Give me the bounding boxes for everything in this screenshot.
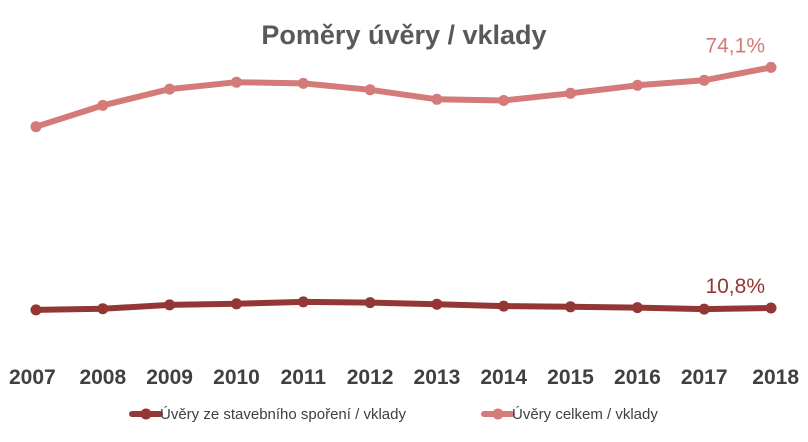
- data-point[interactable]: [498, 300, 510, 312]
- data-point[interactable]: [498, 95, 510, 106]
- series-layer: 10,8% 74,1%: [30, 34, 777, 316]
- series-2-line: [33, 64, 774, 130]
- legend: Úvěry ze stavebního spoření / vklady Úvě…: [129, 406, 658, 423]
- data-point[interactable]: [30, 121, 42, 133]
- x-tick-label: 2013: [414, 366, 461, 389]
- legend-swatch-marker: [492, 408, 504, 420]
- x-tick-label: 2018: [752, 366, 799, 389]
- data-label: 74,1%: [705, 34, 765, 57]
- data-point[interactable]: [231, 298, 242, 310]
- legend-item-2[interactable]: Úvěry celkem / vklady: [481, 406, 658, 423]
- data-point[interactable]: [97, 99, 109, 111]
- legend-swatch-marker: [140, 408, 152, 420]
- data-point[interactable]: [631, 302, 643, 314]
- x-tick-label: 2012: [347, 366, 394, 389]
- x-tick-label: 2010: [213, 366, 260, 389]
- data-point[interactable]: [565, 301, 576, 313]
- legend-item-1[interactable]: Úvěry ze stavebního spoření / vklady: [129, 406, 406, 423]
- x-tick-label: 2015: [547, 366, 594, 389]
- data-point[interactable]: [297, 296, 309, 308]
- x-tick-label: 2007: [9, 366, 56, 389]
- data-point[interactable]: [631, 79, 643, 91]
- chart-title: Poměry úvěry / vklady: [261, 20, 546, 50]
- data-point[interactable]: [164, 299, 176, 311]
- x-tick-label: 2017: [681, 366, 728, 389]
- data-point[interactable]: [765, 302, 777, 314]
- data-point[interactable]: [698, 74, 710, 86]
- x-tick-label: 2008: [79, 366, 126, 389]
- data-point[interactable]: [364, 84, 376, 96]
- data-label: 10,8%: [705, 275, 765, 298]
- data-point[interactable]: [431, 93, 443, 105]
- legend-label-2: Úvěry celkem / vklady: [512, 406, 658, 423]
- data-point[interactable]: [565, 87, 576, 99]
- data-point[interactable]: [297, 77, 309, 89]
- data-point[interactable]: [231, 76, 242, 88]
- series-2: 74,1%: [30, 34, 777, 133]
- data-point[interactable]: [698, 303, 710, 315]
- data-point[interactable]: [765, 61, 777, 73]
- data-point[interactable]: [97, 303, 109, 315]
- series-1: 10,8%: [30, 275, 777, 316]
- data-point[interactable]: [431, 298, 443, 310]
- data-point[interactable]: [30, 304, 42, 316]
- series-1-line: [33, 298, 774, 313]
- data-point[interactable]: [164, 83, 176, 95]
- x-tick-label: 2009: [146, 366, 193, 389]
- x-tick-label: 2011: [281, 366, 327, 389]
- x-tick-label: 2014: [480, 366, 527, 389]
- legend-label-1: Úvěry ze stavebního spoření / vklady: [160, 406, 406, 423]
- x-tick-label: 2016: [614, 366, 661, 389]
- data-point[interactable]: [364, 297, 376, 309]
- x-axis: 2007 2008 2009 2010 2011 2012 2013 2014 2015 2016…: [9, 366, 799, 389]
